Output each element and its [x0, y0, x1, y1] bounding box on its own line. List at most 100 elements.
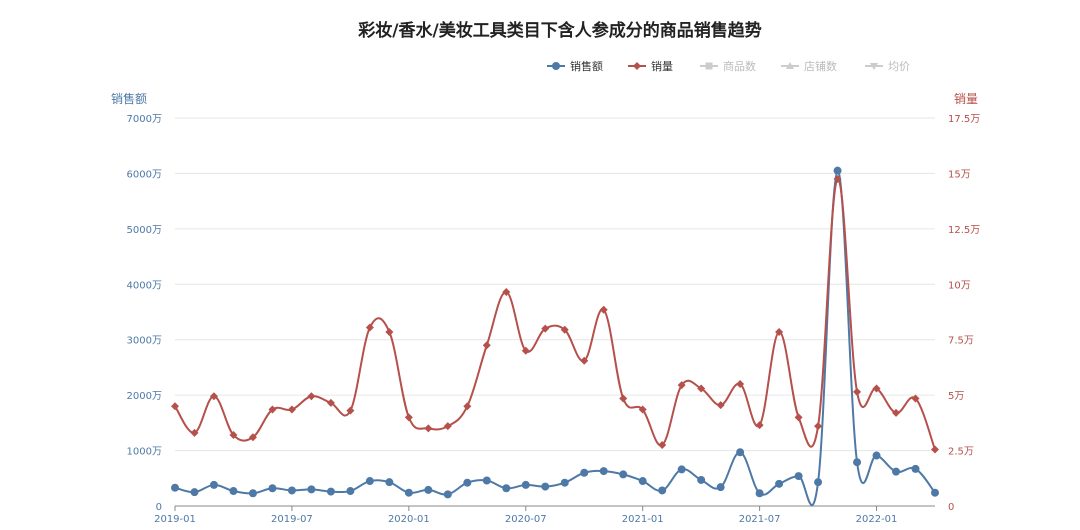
y-right-tick-label: 2.5万 [948, 447, 974, 458]
legend-item[interactable]: 销售额 [547, 59, 603, 73]
y-right-tick-label: 7.5万 [948, 336, 974, 347]
data-point [736, 380, 745, 389]
y-left-tick-label: 7000万 [127, 114, 162, 125]
data-point [755, 421, 764, 430]
y-left-tick-label: 1000万 [127, 447, 162, 458]
data-point [443, 422, 452, 431]
data-point [229, 431, 238, 440]
data-point [814, 478, 823, 487]
data-point [931, 445, 939, 454]
data-point [677, 465, 686, 474]
data-point [482, 341, 491, 350]
data-point [541, 482, 550, 491]
data-point [326, 487, 335, 496]
data-point [229, 487, 238, 496]
data-point [463, 402, 472, 411]
y-axis-right-title: 销量 [954, 92, 978, 106]
data-point [326, 398, 335, 407]
data-point [833, 166, 842, 175]
legend-marker [705, 62, 713, 70]
data-point [521, 480, 530, 489]
y-right-tick-label: 5万 [948, 391, 964, 402]
legend-marker [552, 62, 560, 70]
data-point [814, 422, 823, 431]
data-point [619, 470, 628, 479]
data-point [911, 394, 920, 403]
data-point [931, 488, 939, 497]
x-axis: 2019-01 2019-07 2020-01 2020-07 2021-01 2021-… [154, 506, 897, 525]
series-sales-amount [171, 166, 939, 506]
legend-label: 商品数 [723, 59, 756, 73]
data-point [716, 401, 725, 410]
y-axis-right-ticks: 0 2.5万 5万 7.5万 10万 12.5万 15万 17.5万 [948, 114, 980, 513]
data-point [677, 381, 686, 390]
data-point [385, 327, 394, 336]
y-axis-left-ticks: 0 1000万 2000万 3000万 4000万 5000万 6000万 7000万 [127, 114, 162, 513]
data-point [560, 478, 569, 487]
legend-marker [633, 62, 641, 70]
data-point [638, 477, 647, 486]
data-point [287, 405, 296, 414]
y-right-tick-label: 12.5万 [948, 225, 980, 236]
y-left-tick-label: 5000万 [127, 225, 162, 236]
data-point [697, 475, 706, 484]
data-point [365, 477, 374, 486]
data-point [872, 451, 881, 460]
data-point [307, 392, 316, 401]
data-point [619, 394, 628, 403]
chart-title: 彩妆/香水/美妆工具类目下含人参成分的商品销售趋势 [357, 20, 761, 41]
data-point [911, 464, 920, 473]
data-point [716, 483, 725, 492]
x-tick-label: 2021-07 [739, 514, 781, 525]
data-point [599, 467, 608, 476]
data-point [794, 472, 803, 481]
data-point [638, 405, 647, 414]
data-point [248, 433, 257, 442]
y-right-tick-label: 15万 [948, 169, 971, 180]
legend-label: 销量 [651, 59, 673, 73]
data-point [171, 483, 179, 492]
data-point [658, 486, 667, 495]
legend-item[interactable]: 均价 [865, 60, 910, 73]
data-point [482, 476, 491, 485]
data-point [521, 346, 530, 355]
y-left-tick-label: 4000万 [127, 280, 162, 291]
data-point [268, 484, 277, 493]
data-point [658, 441, 667, 450]
data-point [385, 478, 394, 487]
data-point [853, 387, 862, 396]
data-point [853, 458, 862, 467]
data-point [404, 413, 413, 422]
data-point [443, 490, 452, 499]
legend-marker [786, 62, 794, 69]
data-point [307, 485, 316, 494]
y-right-tick-label: 17.5万 [948, 114, 980, 125]
data-point [502, 484, 511, 493]
series-line [174, 169, 936, 506]
legend-item[interactable]: 店铺数 [781, 59, 837, 73]
data-point [346, 406, 355, 415]
data-point [755, 489, 764, 498]
y-left-tick-label: 3000万 [127, 336, 162, 347]
data-point [209, 480, 218, 489]
legend: 销售额 销量 商品数 店铺数 均价 [547, 59, 910, 73]
data-point [892, 467, 901, 476]
x-tick-label: 2019-07 [271, 514, 313, 525]
legend-marker [870, 63, 878, 70]
x-tick-label: 2022-01 [856, 514, 898, 525]
data-point [892, 408, 901, 417]
gridlines [175, 117, 935, 507]
data-point [404, 488, 413, 497]
y-left-tick-label: 6000万 [127, 169, 162, 180]
x-tick-label: 2020-01 [388, 514, 430, 525]
y-left-tick-label: 2000万 [127, 391, 162, 402]
data-point [287, 486, 296, 495]
data-point [190, 488, 199, 497]
legend-item[interactable]: 销量 [628, 59, 673, 73]
data-point [736, 448, 745, 457]
data-point [775, 479, 784, 488]
legend-item[interactable]: 商品数 [700, 59, 756, 73]
legend-label: 店铺数 [804, 59, 837, 73]
